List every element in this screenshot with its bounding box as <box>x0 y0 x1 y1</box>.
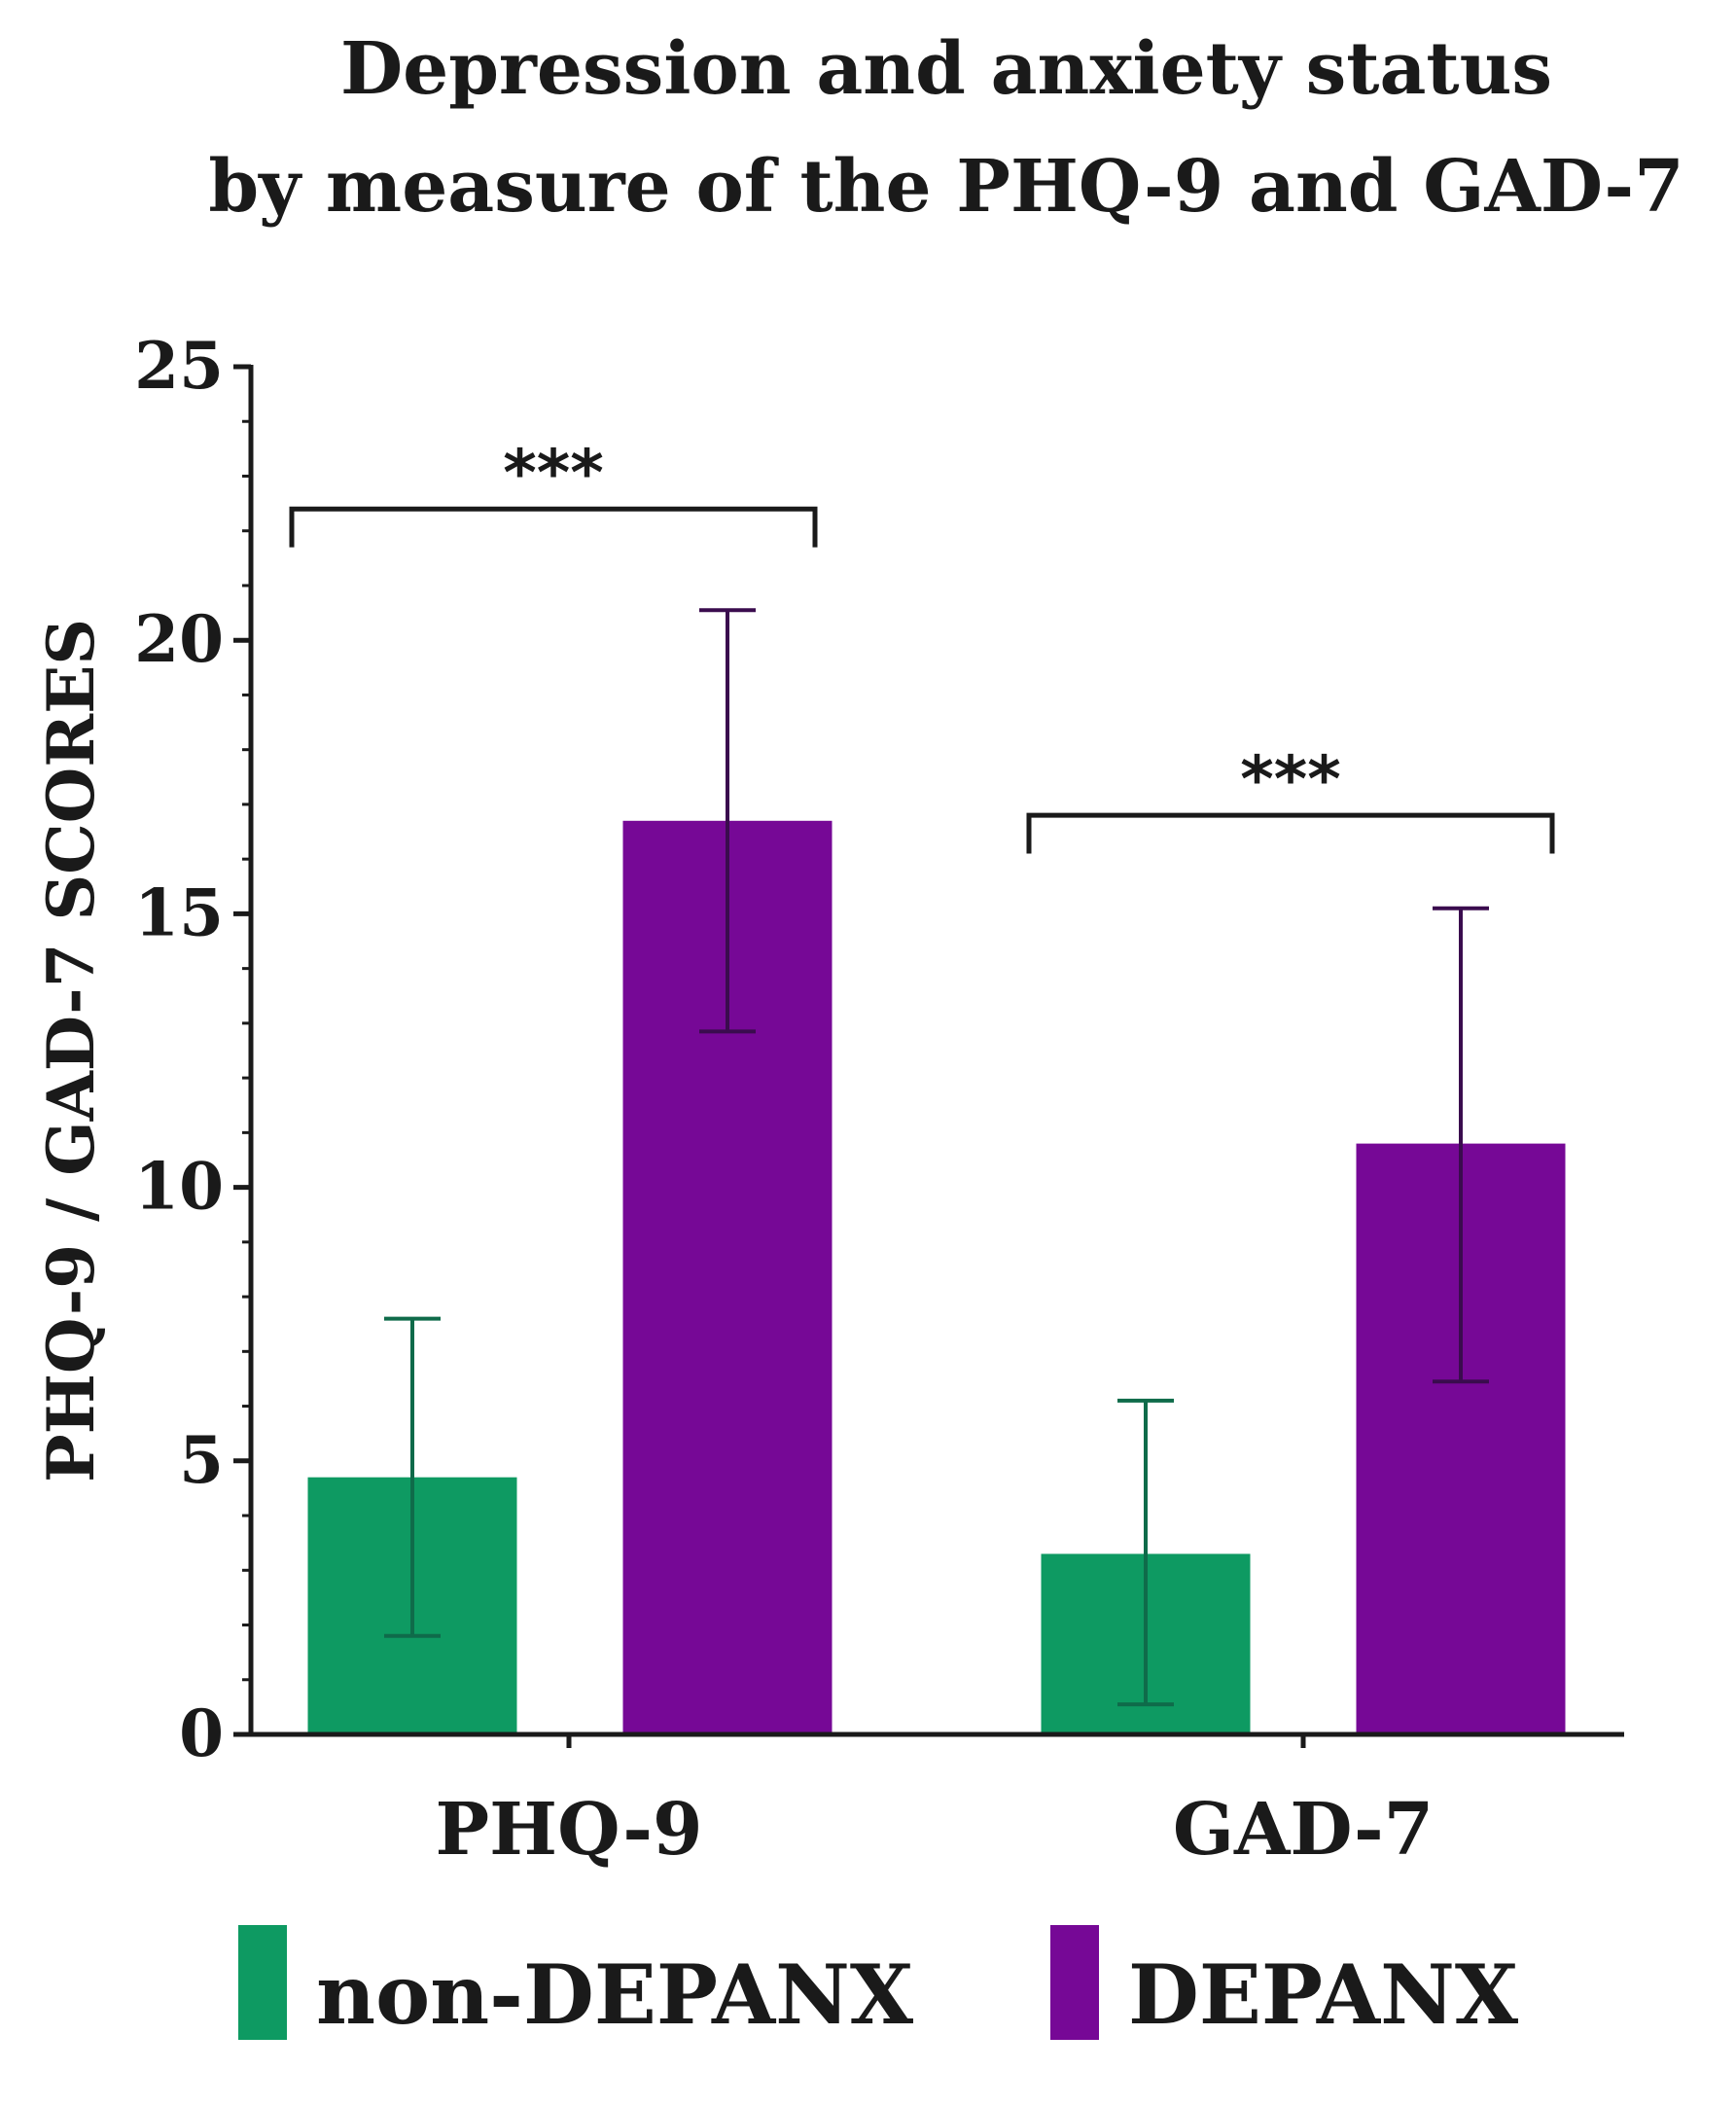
y-tick-label-20: 20 <box>134 601 224 677</box>
chart-title-line-1: Depression and anxiety status <box>340 27 1552 111</box>
legend-label-depanx: DEPANX <box>1128 1946 1519 2043</box>
x-tick-label-phq9: PHQ-9 <box>436 1788 703 1872</box>
legend-swatch-non-depanx <box>238 1925 287 2040</box>
y-tick-label-25: 25 <box>134 328 224 404</box>
plot-area: 0 5 10 15 20 25 *** *** <box>134 328 1624 1771</box>
significance-label-phq-9: *** <box>503 436 604 511</box>
significance-bracket-phq-9 <box>289 506 818 548</box>
y-tick-label-0: 0 <box>179 1696 224 1771</box>
chart-title-line-2: by measure of the PHQ-9 and GAD-7 <box>208 145 1683 229</box>
legend-swatch-depanx <box>1050 1925 1099 2040</box>
y-tick-label-5: 5 <box>179 1422 224 1498</box>
significance-label-gad-7: *** <box>1240 742 1341 817</box>
legend-label-non-depanx: non-DEPANX <box>316 1946 914 2043</box>
y-axis-label: PHQ-9 / GAD-7 SCORES <box>33 619 109 1482</box>
y-tick-label-10: 10 <box>134 1149 224 1225</box>
significance-bracket-gad-7 <box>1026 812 1555 854</box>
x-tick-label-gad7: GAD-7 <box>1173 1788 1434 1872</box>
y-tick-label-15: 15 <box>134 875 224 950</box>
legend: non-DEPANX DEPANX <box>238 1925 1519 2043</box>
